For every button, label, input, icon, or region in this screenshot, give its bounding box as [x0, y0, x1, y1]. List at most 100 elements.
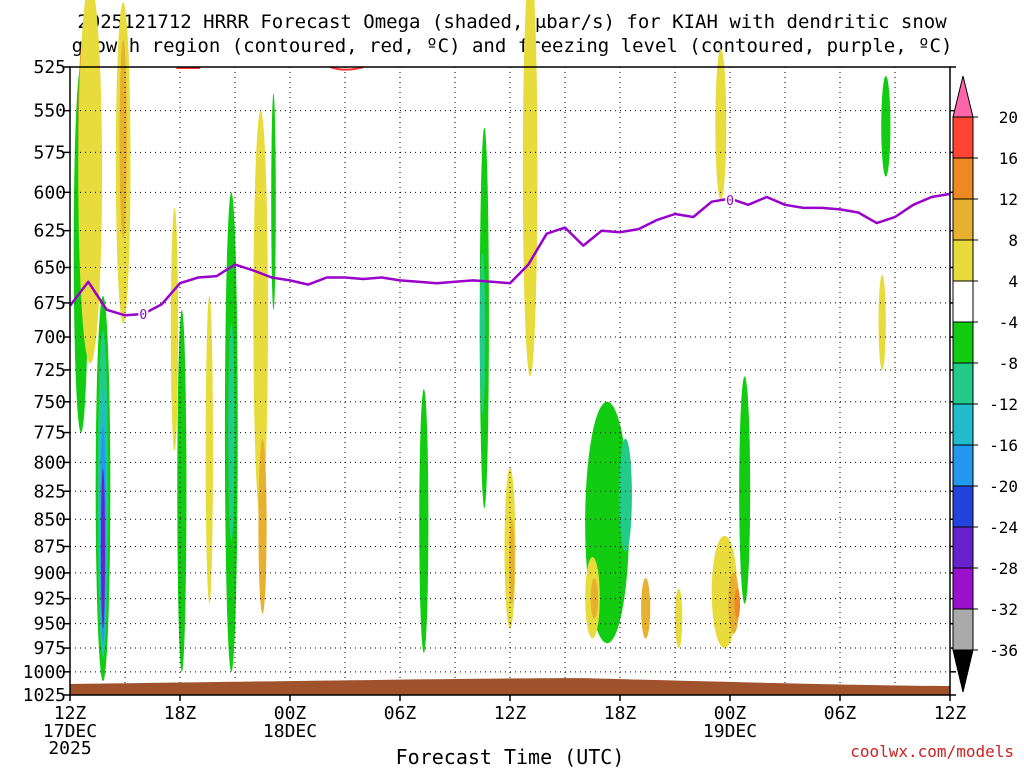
y-tick-label: 625	[33, 221, 66, 242]
colorbar-label: -16	[989, 436, 1018, 455]
grid-layer	[70, 67, 950, 695]
x-axis-label: Forecast Time (UTC)	[396, 745, 625, 768]
omega-cell	[228, 323, 235, 542]
y-tick-label: 825	[33, 481, 66, 502]
colorbar-label: -24	[989, 518, 1018, 537]
y-tick-label: 850	[33, 509, 66, 530]
colorbar-top-triangle	[952, 75, 974, 118]
colorbar-segment	[952, 157, 974, 200]
colorbar-segment	[952, 239, 974, 282]
y-tick-label: 700	[33, 327, 66, 348]
y-tick-label: 600	[33, 182, 66, 203]
y-axis: 525 550 575 600 625 650 675 700 725 750 775 800 825 8…	[23, 57, 956, 706]
omega-cell	[170, 207, 179, 451]
omega-shading-layer	[73, 0, 891, 682]
x-tick-label: 06Z	[824, 703, 857, 724]
freezing-level-label: 0	[139, 308, 147, 323]
x-tick-label: 12Z	[494, 703, 527, 724]
omega-cell	[881, 75, 891, 177]
omega-cell	[101, 468, 105, 629]
freezing-level-label-bg	[138, 305, 149, 320]
colorbar-segment	[952, 526, 974, 569]
x-tick-label: 00Z	[274, 703, 307, 724]
omega-cell	[734, 588, 741, 619]
colorbar-label: -12	[989, 395, 1018, 414]
x-tick-label: 12Z	[54, 703, 87, 724]
y-tick-label: 750	[33, 392, 66, 413]
y-tick-label: 575	[33, 142, 66, 163]
freezing-level-line	[69, 192, 951, 317]
colorbar-segment	[952, 567, 974, 610]
y-tick-label: 725	[33, 360, 66, 381]
omega-cell	[522, 0, 538, 377]
omega-cell	[419, 389, 429, 653]
colorbar-label: 20	[999, 108, 1018, 127]
y-tick-label: 650	[33, 257, 66, 278]
colorbar-segment	[952, 362, 974, 405]
terrain-ground	[70, 678, 950, 695]
y-tick-label: 550	[33, 101, 66, 122]
y-tick-label: 925	[33, 589, 66, 610]
omega-cell	[271, 93, 276, 310]
x-tick-label: 00Z	[714, 703, 747, 724]
y-tick-label: 950	[33, 614, 66, 635]
x-tick-label: 12Z	[934, 703, 967, 724]
colorbar-segment	[952, 485, 974, 528]
omega-cell	[878, 274, 886, 370]
colorbar-segment	[952, 608, 974, 651]
omega-cell	[619, 438, 632, 552]
omega-cell	[479, 252, 486, 415]
freezing-level-label-bg	[725, 192, 735, 207]
omega-cell	[177, 309, 187, 672]
omega-cell	[590, 578, 598, 619]
x-tick-year-label: 2025	[48, 738, 91, 759]
x-tick-label: 06Z	[384, 703, 417, 724]
y-tick-label: 1000	[23, 662, 66, 683]
chart-title-line2: growth region (contoured, red, ºC) and f…	[72, 35, 953, 57]
colorbar-label: 4	[1008, 272, 1018, 291]
colorbar-label: -36	[989, 641, 1018, 660]
omega-cell	[675, 588, 683, 649]
colorbar-segment	[952, 321, 974, 364]
x-tick-date-label: 19DEC	[703, 721, 757, 742]
omega-cell	[728, 572, 740, 634]
omega-cell	[78, 0, 103, 364]
omega-cell	[739, 376, 751, 604]
x-tick-date-label: 18DEC	[263, 721, 317, 742]
y-tick-label: 525	[33, 57, 66, 78]
colorbar-label: -20	[989, 477, 1018, 496]
omega-cell	[253, 110, 268, 520]
colorbar-label: -32	[989, 600, 1018, 619]
colorbar-label: 8	[1008, 231, 1018, 250]
x-tick-date-label: 17DEC	[43, 721, 97, 742]
colorbar-label: 12	[999, 190, 1018, 209]
omega-cell	[715, 48, 727, 201]
omega-cell	[119, 39, 127, 239]
dgz-contour-layer	[176, 66, 364, 71]
x-tick-label: 18Z	[604, 703, 637, 724]
y-tick-label: 875	[33, 536, 66, 557]
colorbar: 20 16 12 8 4 -4 -8 -12 -16 -20 -24 -28 -32 -36	[952, 75, 1018, 693]
chart-title-line1: 2025121712 HRRR Forecast Omega (shaded, …	[77, 11, 947, 33]
y-tick-label: 900	[33, 563, 66, 584]
plot-area: 00	[69, 0, 951, 696]
watermark: coolwx.com/models	[850, 742, 1014, 761]
y-tick-label: 775	[33, 423, 66, 444]
colorbar-label: 16	[999, 149, 1018, 168]
colorbar-label: -8	[999, 354, 1018, 373]
y-tick-label: 975	[33, 638, 66, 659]
colorbar-bottom-triangle	[952, 649, 974, 693]
x-tick-label: 18Z	[164, 703, 197, 724]
y-tick-label: 1025	[23, 685, 66, 706]
omega-cell	[258, 438, 267, 614]
dgz-contour	[329, 66, 364, 71]
y-tick-label: 800	[33, 452, 66, 473]
colorbar-label: -28	[989, 559, 1018, 578]
colorbar-segment	[952, 198, 974, 241]
freezing-level-label: 0	[726, 194, 734, 209]
omega-cell	[641, 578, 651, 639]
colorbar-label: -4	[999, 313, 1018, 332]
omega-cell	[509, 519, 515, 604]
